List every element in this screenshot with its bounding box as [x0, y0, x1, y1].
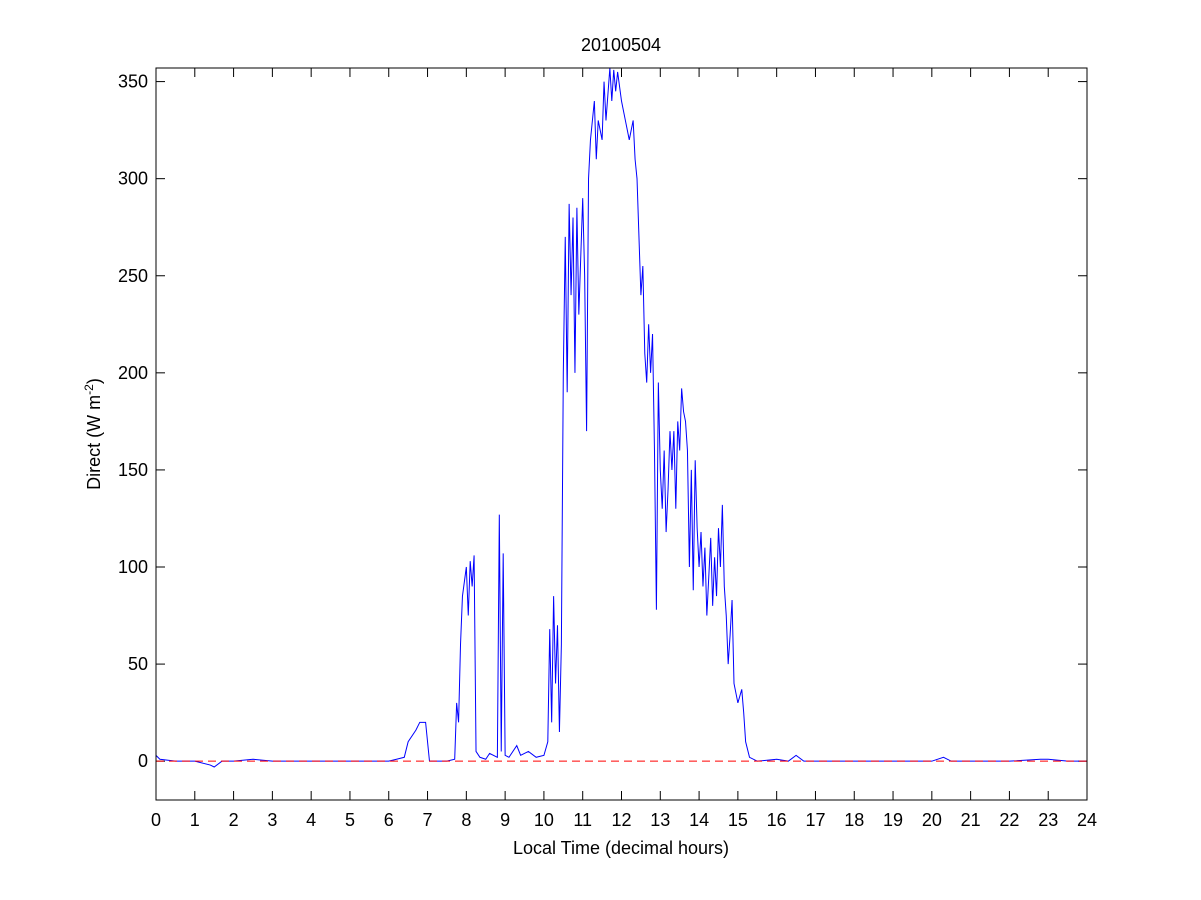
x-tick-label: 9	[500, 810, 510, 830]
x-tick-label: 21	[961, 810, 981, 830]
x-tick-label: 16	[767, 810, 787, 830]
x-tick-label: 17	[805, 810, 825, 830]
x-tick-label: 1	[190, 810, 200, 830]
y-tick-label: 100	[118, 557, 148, 577]
x-tick-label: 5	[345, 810, 355, 830]
y-label-text: Direct (W m	[84, 395, 104, 490]
y-tick-label: 50	[128, 654, 148, 674]
y-tick-label: 150	[118, 460, 148, 480]
x-tick-label: 13	[650, 810, 670, 830]
x-tick-label: 15	[728, 810, 748, 830]
y-tick-label: 0	[138, 751, 148, 771]
plot-frame	[155, 67, 1088, 801]
x-tick-label: 8	[461, 810, 471, 830]
y-tick-label: 300	[118, 169, 148, 189]
x-tick-label: 3	[267, 810, 277, 830]
x-axis-label: Local Time (decimal hours)	[513, 838, 729, 858]
x-tick-label: 22	[999, 810, 1019, 830]
x-tick-label: 7	[423, 810, 433, 830]
x-tick-label: 2	[229, 810, 239, 830]
y-axis-label: Direct (W m-2)	[82, 378, 104, 490]
x-tick-label: 24	[1077, 810, 1097, 830]
x-tick-label: 11	[573, 810, 592, 830]
x-tick-label: 23	[1038, 810, 1058, 830]
data-line	[155, 67, 1087, 768]
x-tick-label: 14	[689, 810, 709, 830]
y-tick-label: 250	[118, 266, 148, 286]
x-tick-label: 6	[384, 810, 394, 830]
x-tick-label: 20	[922, 810, 942, 830]
x-tick-label: 0	[151, 810, 161, 830]
y-label-tail: )	[84, 378, 104, 384]
y-label-superscript: -2	[82, 384, 96, 395]
x-tick-label: 18	[844, 810, 864, 830]
x-tick-label: 10	[534, 810, 554, 830]
y-tick-label: 200	[118, 363, 148, 383]
x-tick-label: 19	[883, 810, 903, 830]
chart-title: 20100504	[581, 35, 661, 55]
x-tick-label: 4	[306, 810, 316, 830]
y-tick-label: 350	[118, 72, 148, 92]
x-tick-label: 12	[611, 810, 631, 830]
